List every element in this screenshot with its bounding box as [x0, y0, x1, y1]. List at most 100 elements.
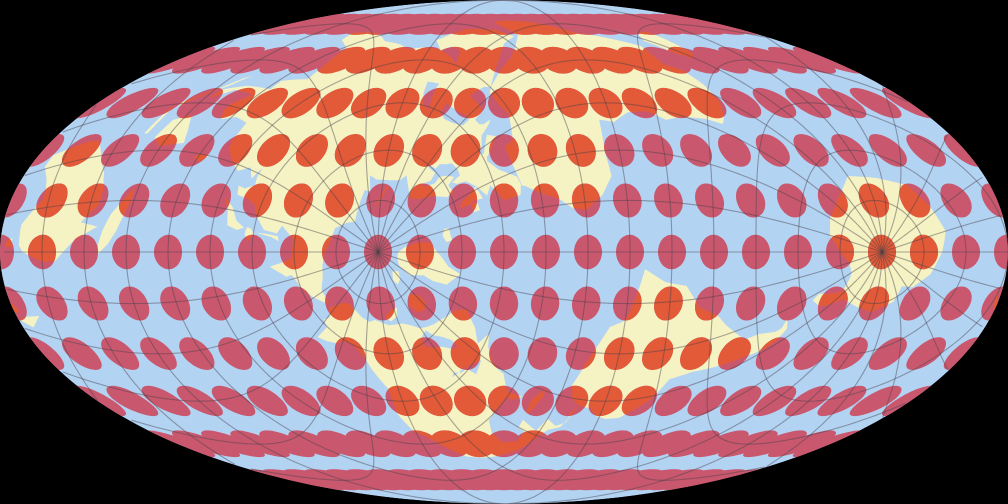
tissot-indicatrix: [572, 183, 601, 218]
tissot-indicatrix: [140, 337, 177, 370]
tissot-indicatrix: [288, 46, 340, 74]
tissot-indicatrix: [374, 46, 417, 74]
tissot-indicatrix: [831, 337, 868, 370]
landmass-sakhalin: [256, 232, 279, 242]
tissot-indicatrix: [366, 183, 395, 218]
tissot-indicatrix: [373, 337, 404, 370]
tissot-indicatrix: [238, 234, 266, 270]
tissot-indicatrix: [693, 46, 749, 74]
graticule-meridian: [131, 251, 902, 445]
graticule-meridian: [377, 251, 883, 504]
tissot-indicatrix: [296, 134, 328, 167]
tissot-indicatrix: [345, 46, 391, 74]
tissot-indicatrix: [28, 234, 56, 270]
tissot-indicatrix: [687, 385, 727, 417]
tissot-indicatrix: [588, 87, 623, 119]
tissot-indicatrix: [454, 87, 487, 119]
tissot-indicatrix: [868, 337, 907, 370]
tissot-indicatrix: [101, 337, 140, 370]
tissot-indicatrix: [654, 385, 692, 417]
tissot-indicatrix: [650, 469, 746, 491]
landmass-iceland: [442, 228, 452, 242]
tissot-indicatrix: [752, 385, 797, 417]
tissot-indicatrix: [588, 385, 623, 417]
tissot-indicatrix: [246, 385, 288, 417]
tissot-indicatrix: [858, 286, 889, 321]
graticule-meridian: [24, 251, 983, 355]
tissot-indicatrix: [642, 134, 674, 167]
landmass-java: [144, 105, 175, 134]
graticule-meridian: [250, 23, 887, 253]
tissot-indicatrix: [680, 134, 712, 167]
tissot-indicatrix: [527, 337, 558, 370]
graticule-meridian: [377, 59, 883, 253]
tissot-indicatrix: [695, 183, 724, 218]
tissot-indicatrix: [430, 430, 469, 458]
graticule-parallel: [839, 199, 925, 305]
tissot-indicatrix: [385, 385, 420, 417]
tissot-indicatrix: [767, 430, 837, 458]
tissot-indicatrix: [849, 87, 902, 119]
graticule-meridian: [377, 251, 883, 481]
tissot-indicatrix: [419, 385, 453, 417]
tissot-indicatrix: [718, 430, 778, 458]
tissot-indicatrix: [317, 430, 366, 458]
tissot-indicatrix: [176, 385, 223, 417]
tissot-indicatrix: [785, 385, 832, 417]
tissot-indicatrix: [784, 234, 812, 270]
tissot-indicatrix: [325, 286, 354, 321]
tissot-indicatrix: [485, 430, 523, 458]
tissot-indicatrix: [196, 234, 224, 270]
tissot-indicatrix: [407, 286, 436, 321]
tissot-indicatrix: [817, 286, 848, 321]
tissot-indicatrix: [736, 286, 766, 321]
tissot-indicatrix: [171, 46, 241, 74]
graticule-meridian: [377, 23, 883, 253]
tissot-indicatrix: [259, 430, 315, 458]
tissot-indicatrix: [743, 46, 807, 74]
tissot-indicatrix: [743, 430, 807, 458]
landmass-honshu: [224, 195, 244, 230]
tissot-indicatrix: [616, 234, 644, 270]
tissot-indicatrix: [718, 337, 751, 370]
graticule-meridian: [62, 251, 949, 402]
tissot-indicatrix: [489, 183, 519, 218]
tissot-indicatrix: [604, 134, 635, 167]
graticule-parallel: [335, 199, 421, 305]
tissot-indicatrix: [755, 134, 790, 167]
graticule-parallel: [83, 23, 769, 481]
tissot-indicatrix: [334, 134, 366, 167]
graticule-meridian: [377, 251, 883, 402]
tissot-indicatrix: [458, 46, 496, 74]
tissot-indicatrix: [817, 183, 848, 218]
tissot-indicatrix: [385, 87, 420, 119]
graticule-meridian: [377, 199, 883, 253]
tissot-indicatrix: [849, 385, 902, 417]
tissot-indicatrix: [654, 286, 683, 321]
tissot-indicatrix: [899, 286, 931, 321]
tissot-indicatrix: [826, 234, 854, 270]
tissot-indicatrix: [621, 385, 657, 417]
graticule-meridian: [377, 149, 883, 253]
tissot-indicatrix: [412, 134, 443, 167]
tissot-indicatrix: [218, 337, 253, 370]
tissot-indicatrix: [489, 286, 519, 321]
tissot-indicatrix: [448, 286, 478, 321]
tissot-indicatrix: [668, 430, 720, 458]
tissot-indicatrix: [412, 337, 443, 370]
tissot-indicatrix: [160, 286, 191, 321]
tissot-indicatrix: [141, 385, 191, 417]
tissot-indicatrix: [532, 234, 560, 270]
graticule-meridian: [250, 251, 887, 481]
tissot-indicatrix: [171, 430, 241, 458]
tissot-indicatrix: [793, 134, 829, 167]
tissot-indicatrix: [680, 337, 712, 370]
tissot-indicatrix: [77, 286, 109, 321]
tissot-indicatrix: [785, 87, 832, 119]
graticule-meridian: [6, 251, 1001, 305]
tissot-indicatrix: [521, 385, 554, 417]
tissot-indicatrix: [767, 46, 837, 74]
tissot-indicatrix: [642, 337, 674, 370]
